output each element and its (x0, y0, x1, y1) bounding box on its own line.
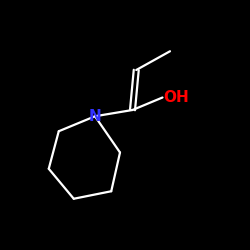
Text: OH: OH (164, 90, 190, 105)
Text: N: N (88, 109, 102, 124)
